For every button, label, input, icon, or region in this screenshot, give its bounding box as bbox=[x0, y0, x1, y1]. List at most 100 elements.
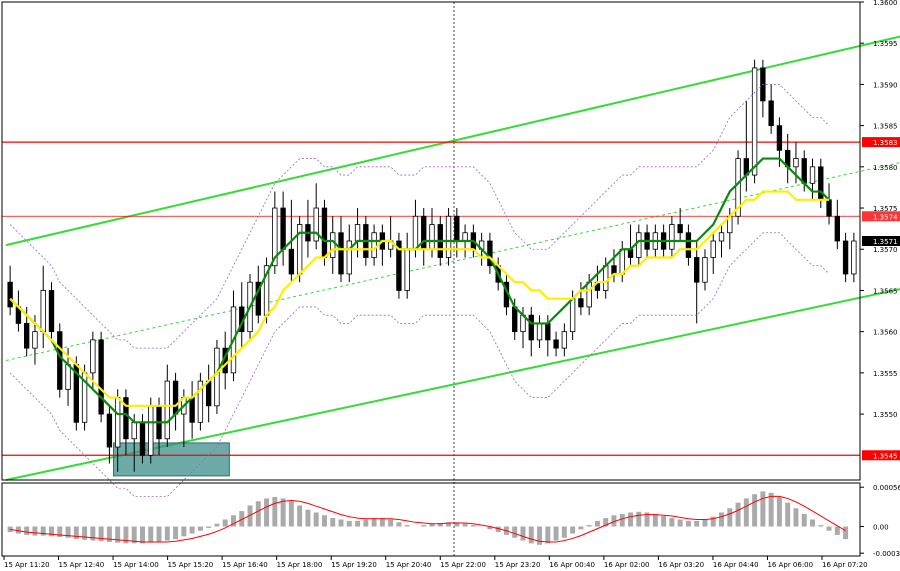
candle-body bbox=[321, 207, 328, 258]
candle-body bbox=[793, 158, 799, 168]
time-tick-label: 16 Apr 00:40 bbox=[549, 561, 595, 569]
time-tick-label: 15 Apr 11:20 bbox=[4, 561, 50, 569]
osc-tick-label: -0.00038 bbox=[873, 550, 900, 558]
highlight-box bbox=[113, 442, 230, 477]
price-tick-label: 1.3565 bbox=[873, 287, 898, 295]
candle-body bbox=[205, 380, 212, 407]
candle-body bbox=[131, 421, 137, 440]
time-tick-label: 16 Apr 03:20 bbox=[658, 561, 704, 569]
candle-body bbox=[561, 331, 568, 349]
candle-body bbox=[288, 248, 295, 275]
candle-body bbox=[172, 380, 179, 415]
candle-body bbox=[214, 347, 220, 407]
candle-body bbox=[412, 215, 419, 250]
candle-body bbox=[528, 314, 534, 341]
candle-body bbox=[114, 397, 121, 448]
candle-body bbox=[636, 232, 642, 258]
candle-body bbox=[751, 67, 758, 176]
candle-body bbox=[139, 421, 146, 456]
candle-body bbox=[371, 232, 377, 258]
price-tick-label: 1.3595 bbox=[873, 40, 898, 48]
level-badge bbox=[862, 236, 900, 246]
price-tick-label: 1.3585 bbox=[873, 123, 898, 131]
candle-body bbox=[818, 166, 824, 201]
level-badge bbox=[862, 211, 900, 222]
level-badge bbox=[862, 450, 900, 461]
time-tick-label: 15 Apr 12:40 bbox=[59, 561, 105, 569]
candle-body bbox=[578, 298, 584, 308]
candle-body bbox=[834, 215, 840, 242]
candle-body bbox=[148, 405, 154, 456]
candle-body bbox=[669, 224, 675, 250]
candle-body bbox=[851, 240, 857, 275]
time-tick-label: 15 Apr 15:20 bbox=[168, 561, 214, 569]
envelope-upper-line bbox=[9, 84, 830, 349]
price-tick-label: 1.3580 bbox=[873, 164, 898, 172]
candle-body bbox=[536, 323, 543, 341]
osc-tick-label: 0.00 bbox=[873, 524, 889, 532]
candle-body bbox=[40, 290, 46, 333]
time-tick-label: 15 Apr 20:40 bbox=[386, 561, 432, 569]
level-badge bbox=[862, 137, 900, 148]
candle-body bbox=[445, 215, 452, 258]
level-badge-label: 1.3545 bbox=[873, 452, 898, 460]
time-tick-label: 15 Apr 19:20 bbox=[331, 561, 377, 569]
time-tick-label: 16 Apr 06:00 bbox=[767, 561, 813, 569]
candle-body bbox=[553, 339, 559, 349]
candle-body bbox=[677, 224, 683, 234]
channel-middle-line bbox=[5, 162, 900, 361]
price-tick-label: 1.3600 bbox=[873, 0, 898, 7]
candle-body bbox=[801, 158, 807, 184]
candle-body bbox=[396, 240, 402, 291]
candle-body bbox=[57, 331, 63, 390]
candle-body bbox=[98, 339, 104, 415]
support-zone-box bbox=[113, 442, 230, 477]
candle-body bbox=[106, 413, 113, 448]
candle-body bbox=[826, 199, 832, 217]
oscillator-panel-border bbox=[1, 482, 861, 557]
time-tick-label: 15 Apr 23:20 bbox=[495, 561, 541, 569]
candle-body bbox=[7, 281, 13, 308]
channel-upper-line bbox=[5, 35, 900, 247]
candle-body bbox=[685, 232, 692, 258]
candle-body bbox=[313, 207, 319, 242]
time-tick-label: 15 Apr 14:00 bbox=[113, 561, 159, 569]
time-tick-label: 16 Apr 02:00 bbox=[604, 561, 650, 569]
fast-ma-line bbox=[9, 157, 830, 424]
candle-body bbox=[123, 397, 129, 440]
candle-body bbox=[65, 364, 71, 390]
envelope-lower-line bbox=[9, 232, 830, 497]
candle-body bbox=[702, 257, 708, 283]
price-axis: 1.36001.35951.35901.35851.35801.35751.35… bbox=[860, 0, 898, 419]
candle-body bbox=[611, 265, 617, 275]
osc-tick-label: 0.00056 bbox=[873, 484, 900, 492]
time-tick-label: 15 Apr 16:40 bbox=[222, 561, 268, 569]
candle-body bbox=[164, 380, 170, 440]
candle-body bbox=[603, 265, 609, 291]
time-tick-label: 16 Apr 07:20 bbox=[822, 561, 868, 569]
candle-body bbox=[48, 290, 55, 333]
candle-body bbox=[429, 224, 435, 250]
price-tick-label: 1.3555 bbox=[873, 370, 898, 378]
candle-body bbox=[24, 323, 30, 349]
candle-body bbox=[842, 240, 849, 275]
candle-body bbox=[90, 339, 96, 374]
candle-body bbox=[272, 207, 278, 267]
candle-body bbox=[255, 281, 261, 316]
signal-line bbox=[10, 495, 846, 543]
time-tick-label: 16 Apr 04:40 bbox=[713, 561, 759, 569]
level-badge-label: 1.3574 bbox=[873, 213, 898, 221]
slow-ma-line bbox=[9, 190, 830, 407]
moving-averages bbox=[9, 84, 830, 497]
level-lines: 1.3583 1.3574 1.3571 1.3545 bbox=[2, 137, 900, 461]
candle-body bbox=[189, 397, 195, 423]
time-tick-label: 15 Apr 18:00 bbox=[277, 561, 323, 569]
time-axis: 15 Apr 11:20 15 Apr 12:40 15 Apr 14:00 15 A… bbox=[3, 556, 868, 569]
candle-body bbox=[462, 232, 468, 242]
candle-body bbox=[545, 323, 551, 341]
candle-body bbox=[809, 166, 816, 184]
candle-body bbox=[354, 224, 361, 242]
candle-body bbox=[619, 248, 625, 275]
candle-body bbox=[487, 240, 493, 267]
